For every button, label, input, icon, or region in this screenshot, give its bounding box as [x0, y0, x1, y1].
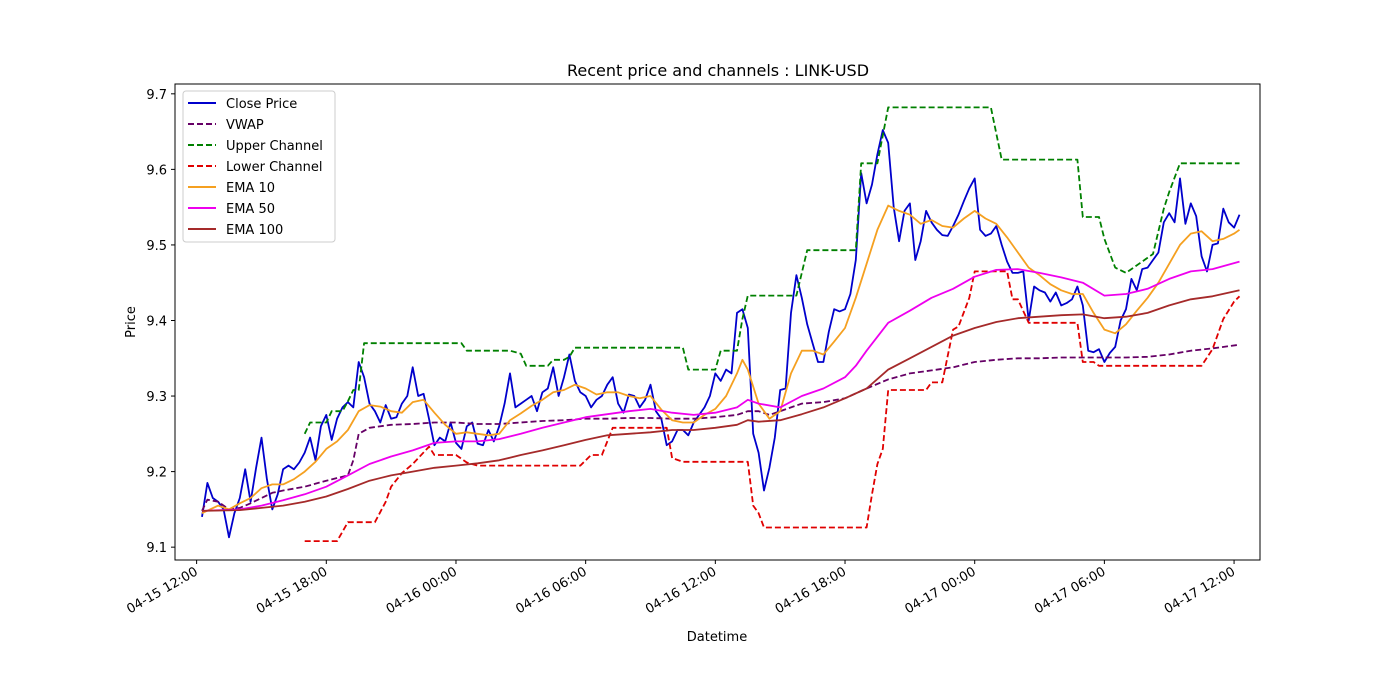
series-line-lower-channel: [304, 270, 1241, 542]
series-layer: [201, 106, 1241, 542]
series-line-upper-channel: [303, 106, 1240, 435]
x-tick-label: 04-17 06:00: [1032, 564, 1108, 617]
x-axis-title: Datetime: [687, 630, 747, 645]
y-tick-label: 9.6: [146, 163, 167, 178]
series-line-ema-50: [201, 260, 1240, 512]
y-tick-label: 9.5: [146, 239, 167, 254]
legend-label: VWAP: [226, 118, 264, 133]
chart-title: Recent price and channels : LINK-USD: [567, 61, 869, 80]
x-tick-label: 04-17 12:00: [1162, 564, 1238, 617]
legend-label: EMA 10: [226, 181, 275, 196]
x-tick-label: 04-16 00:00: [384, 564, 460, 617]
y-tick-label: 9.2: [146, 466, 167, 481]
series-line-close-price: [201, 129, 1241, 539]
y-axis-title: Price: [124, 306, 139, 338]
y-tick-label: 9.7: [146, 88, 167, 103]
series-line-ema-100: [201, 289, 1240, 512]
legend-label: EMA 100: [226, 223, 283, 238]
legend-label: Lower Channel: [226, 160, 322, 175]
y-tick-label: 9.4: [146, 314, 167, 329]
legend-label: Upper Channel: [226, 139, 323, 154]
x-tick-label: 04-16 12:00: [643, 564, 719, 617]
legend-label: EMA 50: [226, 202, 275, 217]
x-tick-label: 04-15 12:00: [124, 564, 200, 617]
plot-frame: [174, 83, 1261, 561]
legend-box: [182, 90, 336, 243]
legend: Close Price VWAP Upper Channel Lower Channe…: [182, 90, 336, 243]
legend-label: Close Price: [226, 97, 297, 112]
y-tick-label: 9.3: [146, 390, 167, 405]
x-tick-label: 04-16 06:00: [513, 564, 589, 617]
series-line-ema-10: [201, 204, 1241, 515]
y-tick-label: 9.1: [146, 541, 167, 556]
x-tick-label: 04-15 18:00: [254, 564, 330, 617]
x-tick-label: 04-17 00:00: [902, 564, 978, 617]
x-tick-label: 04-16 18:00: [773, 564, 849, 617]
series-line-vwap: [201, 343, 1240, 512]
